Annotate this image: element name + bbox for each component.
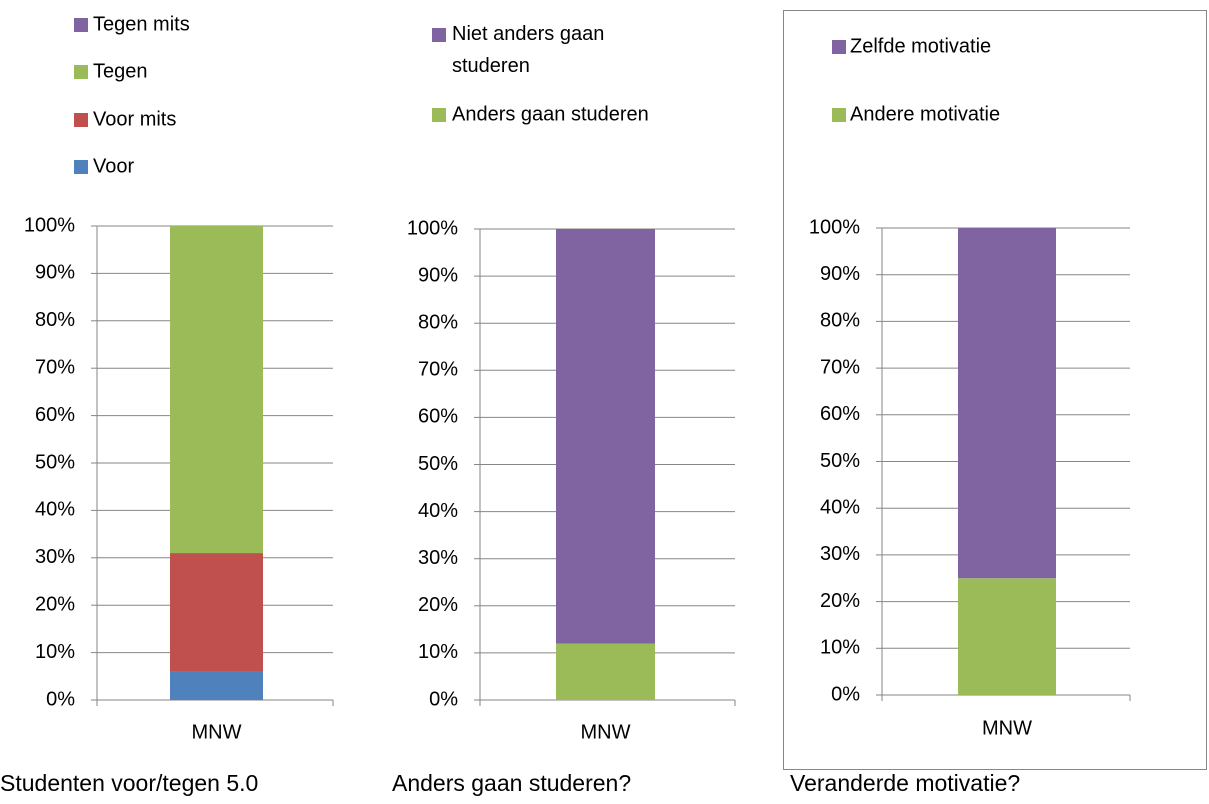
- bar-segment: [556, 229, 655, 644]
- legend-label: Voor mits: [93, 108, 176, 130]
- y-tick-label: 70%: [820, 356, 860, 378]
- bar-segment: [170, 553, 263, 672]
- y-tick-label: 40%: [35, 499, 75, 521]
- y-tick-label: 30%: [418, 547, 458, 569]
- legend-label: Niet anders gaan studeren: [452, 23, 604, 77]
- y-tick-label: 10%: [35, 641, 75, 663]
- legend-label: Voor: [93, 155, 134, 177]
- y-tick-label: 10%: [418, 641, 458, 663]
- y-tick-label: 50%: [820, 450, 860, 472]
- y-tick-label: 50%: [35, 451, 75, 473]
- y-tick-label: 100%: [809, 216, 860, 238]
- legend-swatch: [432, 108, 446, 122]
- bar-segment: [170, 671, 263, 700]
- y-tick-label: 30%: [35, 546, 75, 568]
- legend-label: Tegen mits: [93, 13, 190, 35]
- y-tick-label: 80%: [820, 310, 860, 332]
- y-tick-label: 30%: [820, 543, 860, 565]
- legend-swatch: [74, 65, 88, 79]
- bar-segment: [170, 226, 263, 554]
- bar-segment: [958, 228, 1056, 579]
- y-tick-label: 0%: [46, 688, 75, 710]
- x-tick-label: MNW: [982, 717, 1032, 739]
- y-tick-label: 100%: [407, 217, 458, 239]
- bar-segment: [958, 578, 1056, 695]
- y-tick-label: 0%: [831, 683, 860, 705]
- legend-swatch: [74, 113, 88, 127]
- legend-swatch: [832, 40, 846, 54]
- x-tick-label: MNW: [192, 721, 242, 743]
- y-tick-label: 90%: [418, 264, 458, 286]
- chart-title: Veranderde motivatie?: [790, 770, 1020, 796]
- legend-swatch: [432, 28, 446, 42]
- y-tick-label: 50%: [418, 453, 458, 475]
- y-tick-label: 60%: [418, 406, 458, 428]
- y-tick-label: 20%: [418, 594, 458, 616]
- legend-label: Zelfde motivatie: [850, 35, 991, 57]
- legend-label: Anders gaan studeren: [452, 103, 649, 125]
- legend-label: Tegen: [93, 60, 148, 82]
- y-tick-label: 60%: [35, 404, 75, 426]
- y-tick-label: 70%: [35, 356, 75, 378]
- y-tick-label: 70%: [418, 359, 458, 381]
- chart-title: Anders gaan studeren?: [392, 770, 631, 796]
- y-tick-label: 80%: [35, 309, 75, 331]
- y-tick-label: 90%: [35, 262, 75, 284]
- x-tick-label: MNW: [581, 721, 631, 743]
- legend-swatch: [74, 160, 88, 174]
- y-tick-label: 40%: [820, 496, 860, 518]
- y-tick-label: 20%: [35, 593, 75, 615]
- y-tick-label: 100%: [24, 214, 75, 236]
- legend-swatch: [74, 18, 88, 32]
- legend-swatch: [832, 108, 846, 122]
- y-tick-label: 10%: [820, 637, 860, 659]
- legend-label: Andere motivatie: [850, 103, 1000, 125]
- y-tick-label: 0%: [429, 688, 458, 710]
- y-tick-label: 80%: [418, 311, 458, 333]
- y-tick-label: 90%: [820, 263, 860, 285]
- y-tick-label: 40%: [418, 500, 458, 522]
- y-tick-label: 20%: [820, 590, 860, 612]
- chart-border: [783, 10, 1207, 770]
- chart-title: Studenten voor/tegen 5.0: [0, 770, 258, 796]
- bar-segment: [556, 643, 655, 700]
- y-tick-label: 60%: [820, 403, 860, 425]
